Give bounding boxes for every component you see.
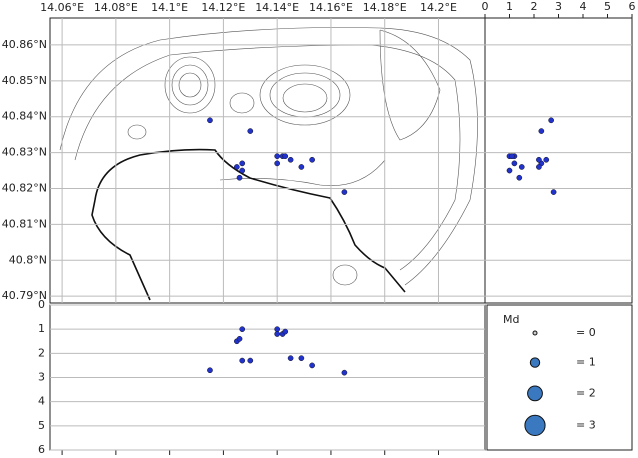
event-depth-lon: [274, 331, 281, 337]
y-tick-label: 40.79°N: [2, 289, 47, 302]
event-depth-lon: [247, 357, 254, 364]
depth-tick-label: 5: [604, 0, 611, 13]
depth-tick-label: 5: [38, 419, 45, 432]
x-tick-label: 14.1°E: [151, 1, 188, 14]
event-depth-lat: [548, 117, 555, 124]
event-map: [239, 160, 246, 167]
event-depth-lon: [282, 328, 289, 335]
event-map: [287, 156, 294, 163]
event-map: [247, 128, 254, 134]
depth-tick-label: 6: [38, 443, 45, 456]
legend-marker: [532, 330, 538, 336]
event-depth-lon: [298, 355, 305, 362]
event-depth-lon: [239, 357, 246, 364]
x-tick-label: 14.06°E: [40, 1, 84, 14]
legend-label: = 1: [576, 356, 596, 369]
event-map: [309, 156, 315, 163]
depth-tick-label: 6: [629, 0, 636, 13]
event-depth-lon: [274, 326, 281, 333]
event-depth-lat: [536, 164, 542, 170]
event-depth-lon: [207, 367, 213, 374]
event-map: [274, 160, 281, 167]
event-map: [282, 153, 289, 160]
x-tick-label: 14.2°E: [420, 1, 457, 14]
event-depth-lon: [239, 326, 246, 333]
event-depth-lat: [543, 156, 550, 163]
depth-tick-label: 3: [38, 371, 45, 384]
event-depth-lon: [309, 362, 315, 369]
event-depth-lat: [509, 153, 515, 160]
depth-tick-label: 2: [38, 346, 45, 359]
event-depth-lat: [516, 174, 523, 181]
event-map: [341, 189, 348, 195]
event-depth-lat: [538, 128, 545, 134]
x-tick-label: 14.12°E: [201, 1, 245, 14]
x-tick-label: 14.16°E: [309, 1, 353, 14]
x-tick-label: 14.14°E: [255, 1, 299, 14]
depth-tick-label: 0: [482, 0, 489, 13]
legend-title: Md: [503, 313, 519, 326]
legend-marker: [529, 357, 541, 368]
y-tick-label: 40.8°N: [9, 253, 47, 266]
event-map: [207, 117, 213, 124]
x-tick-label: 14.18°E: [363, 1, 407, 14]
depth-tick-label: 4: [580, 0, 587, 13]
depth-tick-label: 2: [531, 0, 538, 13]
depth-tick-label: 1: [506, 0, 513, 13]
event-map: [236, 174, 243, 181]
legend-label: = 0: [576, 326, 596, 339]
legend-label: = 2: [576, 386, 596, 399]
y-tick-label: 40.85°N: [2, 74, 47, 87]
event-depth-lon: [287, 355, 294, 362]
event-depth-lat: [536, 156, 542, 163]
event-depth-lat: [518, 164, 525, 170]
y-tick-label: 40.83°N: [2, 146, 47, 159]
event-depth-lon: [341, 369, 348, 376]
event-map: [239, 167, 246, 174]
event-map: [298, 164, 305, 170]
legend-box: [486, 304, 633, 451]
y-tick-label: 40.86°N: [2, 38, 47, 51]
depth-tick-label: 4: [38, 395, 45, 408]
event-map: [274, 153, 281, 160]
event-depth-lat: [506, 167, 513, 174]
legend-label: = 3: [576, 418, 596, 431]
event-depth-lon: [236, 335, 243, 342]
depth-tick-label: 3: [555, 0, 562, 13]
depth-tick-label: 1: [38, 322, 45, 335]
legend-marker: [527, 385, 543, 402]
depth-tick-label: 0: [38, 298, 45, 311]
y-tick-label: 40.81°N: [2, 217, 47, 230]
y-tick-label: 40.84°N: [2, 110, 47, 123]
event-depth-lat: [511, 160, 518, 167]
x-tick-label: 14.08°E: [94, 1, 138, 14]
topography: [59, 27, 478, 301]
legend-marker: [524, 414, 546, 436]
y-tick-label: 40.82°N: [2, 181, 47, 194]
event-map: [234, 164, 240, 170]
event-depth-lat: [550, 189, 557, 195]
